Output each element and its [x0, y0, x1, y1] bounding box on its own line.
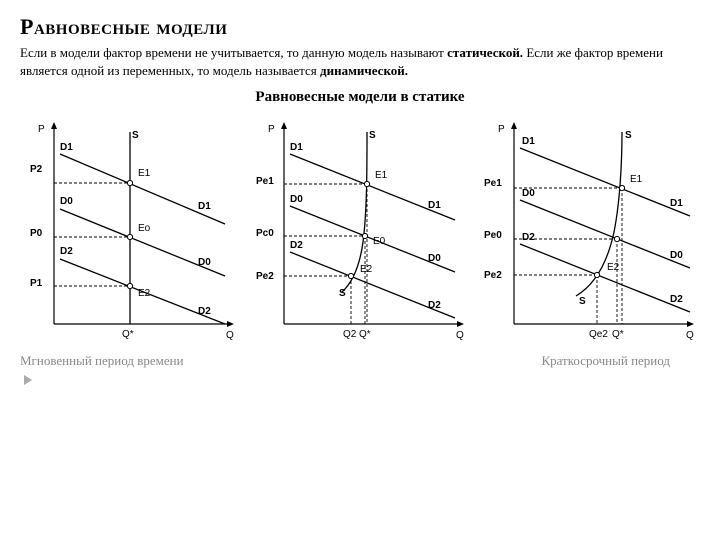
svg-text:E1: E1 [138, 168, 151, 179]
svg-text:Q*: Q* [612, 329, 624, 340]
svg-text:P: P [498, 124, 505, 135]
svg-text:D0: D0 [522, 188, 535, 199]
svg-text:D0: D0 [670, 250, 683, 261]
svg-text:E2: E2 [360, 264, 373, 275]
svg-text:D0: D0 [290, 194, 303, 205]
chart-instant: P Q D1 D1 D0 D0 D2 D2 S E1 P2 Eo P0 E2 P1 Q* [20, 114, 240, 349]
charts-row: P Q D1 D1 D0 D0 D2 D2 S E1 P2 Eo P0 E2 P1 Q* P Q D1 D1 D0 D0 D… [20, 114, 700, 349]
svg-text:S: S [625, 130, 632, 141]
svg-text:D1: D1 [428, 200, 441, 211]
chart-short: P Q D1 D1 D0 D0 D2 D2 S S E1 Pe1 Pe0 E2 Pe2 Qe2 Q* [480, 114, 700, 349]
svg-text:Pe0: Pe0 [484, 230, 502, 241]
chart-mid: P Q D1 D1 D0 D0 D2 D2 S S E1 Pe1 E0 Pc0 E2 Pe2 Q2Q* [250, 114, 470, 349]
svg-text:P1: P1 [30, 278, 43, 289]
svg-text:S: S [339, 288, 346, 299]
svg-text:Pe1: Pe1 [484, 178, 502, 189]
svg-text:P: P [268, 124, 275, 135]
svg-text:D0: D0 [60, 196, 73, 207]
svg-text:E2: E2 [138, 288, 151, 299]
svg-text:E1: E1 [630, 174, 643, 185]
captions-row: Мгновенный период времени Краткосрочный … [20, 353, 700, 369]
svg-text:D0: D0 [428, 253, 441, 264]
svg-text:Eo: Eo [138, 223, 151, 234]
svg-text:E1: E1 [375, 170, 388, 181]
svg-text:S: S [132, 130, 139, 141]
svg-text:E2: E2 [607, 262, 620, 273]
caption-left: Мгновенный период времени [20, 353, 184, 369]
svg-text:D2: D2 [198, 306, 211, 317]
svg-text:Pe2: Pe2 [256, 271, 274, 282]
svg-text:D1: D1 [522, 136, 535, 147]
svg-text:S: S [579, 296, 586, 307]
subtitle: Равновесные модели в статике [20, 89, 700, 106]
svg-text:D2: D2 [522, 232, 535, 243]
svg-text:E0: E0 [373, 236, 386, 247]
svg-text:Q: Q [456, 330, 464, 341]
svg-text:Qe2: Qe2 [589, 329, 608, 340]
svg-text:D2: D2 [290, 240, 303, 251]
svg-text:D1: D1 [60, 142, 73, 153]
svg-text:Q: Q [226, 330, 234, 341]
svg-text:Q*: Q* [359, 329, 371, 340]
svg-text:S: S [369, 130, 376, 141]
svg-text:D0: D0 [198, 257, 211, 268]
svg-text:D1: D1 [198, 201, 211, 212]
description: Если в модели фактор времени не учитывае… [20, 44, 700, 79]
page-title: Равновесные модели [20, 14, 700, 40]
svg-text:D1: D1 [670, 198, 683, 209]
svg-text:P0: P0 [30, 228, 43, 239]
svg-text:P: P [38, 124, 45, 135]
svg-text:D1: D1 [290, 142, 303, 153]
svg-text:D2: D2 [670, 294, 683, 305]
slide-marker-icon [24, 375, 32, 385]
svg-text:D2: D2 [428, 300, 441, 311]
svg-text:Pe2: Pe2 [484, 270, 502, 281]
svg-text:Q: Q [686, 330, 694, 341]
svg-text:Q2: Q2 [343, 329, 357, 340]
svg-text:Pc0: Pc0 [256, 228, 274, 239]
svg-text:P2: P2 [30, 164, 43, 175]
caption-right: Краткосрочный период [541, 353, 670, 369]
svg-text:D2: D2 [60, 246, 73, 257]
svg-text:Q*: Q* [122, 329, 134, 340]
svg-text:Pe1: Pe1 [256, 176, 274, 187]
